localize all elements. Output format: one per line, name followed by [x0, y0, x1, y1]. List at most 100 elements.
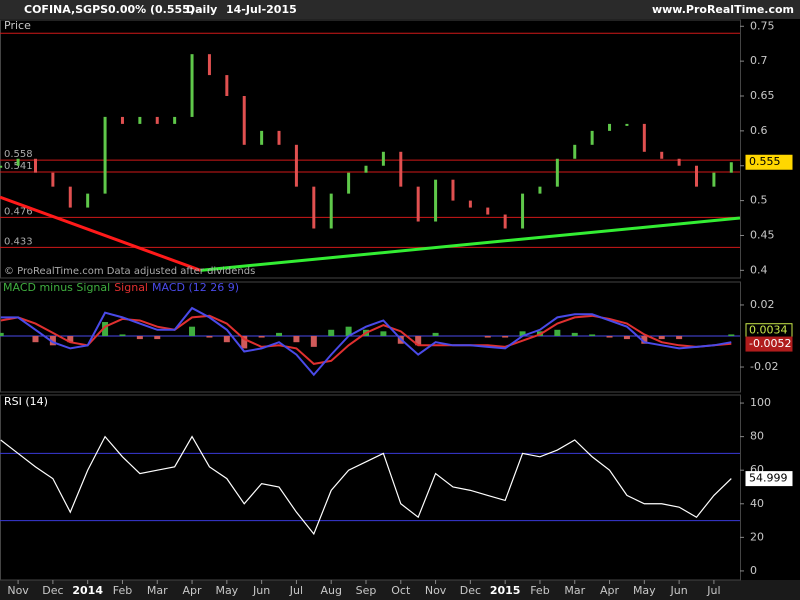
histogram-bar	[67, 335, 74, 343]
y-tick-label: 0.7	[750, 54, 768, 67]
x-tick-label: Feb	[113, 584, 132, 597]
histogram-bar	[119, 334, 126, 336]
histogram-bar	[415, 335, 422, 346]
histogram-bar	[554, 329, 561, 336]
site: www.ProRealTime.com	[652, 3, 794, 16]
level-label: 0.541	[4, 161, 33, 172]
trend-line	[0, 195, 201, 272]
x-tick-label: Jun	[670, 584, 688, 597]
panel-frame	[0, 394, 741, 581]
histogram-bar	[258, 335, 265, 338]
x-tick-label: Nov	[7, 584, 29, 597]
macd-line	[0, 306, 732, 377]
histogram-bar	[49, 335, 56, 346]
histogram-bar	[102, 322, 109, 336]
histogram-bar	[502, 335, 509, 338]
last-value: 54.999	[749, 472, 788, 485]
histogram-bar	[658, 335, 665, 340]
histogram-bar	[641, 335, 648, 344]
y-tick-label: 0	[750, 564, 757, 577]
histogram-bar	[380, 331, 387, 336]
x-tick-label: Nov	[425, 584, 447, 597]
note: © ProRealTime.com Data adjusted after di…	[4, 266, 255, 277]
symbol: COFINA,SGPS	[24, 3, 108, 16]
histogram-bar	[606, 335, 613, 338]
x-tick-label: Mar	[147, 584, 168, 597]
histogram-bar	[571, 332, 578, 336]
x-tick-label: Jul	[289, 584, 303, 597]
y-tick-label: -0.02	[750, 360, 778, 373]
histogram-bar	[223, 335, 230, 343]
histogram-bar	[519, 331, 526, 336]
last-value: -0.0052	[749, 337, 791, 350]
histogram-bar	[32, 335, 39, 343]
x-tick-label: Feb	[530, 584, 549, 597]
histogram-bar	[589, 334, 596, 336]
y-tick-label: 0.02	[750, 298, 775, 311]
histogram-bar	[293, 335, 300, 343]
x-tick-label: Dec	[42, 584, 63, 597]
legend-entry: MACD minus Signal	[3, 281, 110, 294]
x-tick-label: 2015	[490, 584, 521, 597]
last-value: 0.0034	[749, 324, 788, 337]
x-tick-label: May	[215, 584, 238, 597]
y-tick-label: 80	[750, 430, 764, 443]
histogram-bar	[136, 335, 143, 340]
histogram-bar	[0, 332, 4, 336]
histogram-bar	[206, 335, 213, 338]
y-tick-label: 0.4	[750, 263, 768, 276]
panel-title: Price	[4, 19, 31, 32]
legend-entry: Signal	[114, 281, 148, 294]
last-value-box	[745, 154, 793, 170]
level-label: 0.558	[4, 149, 33, 160]
change: 0.00% (0.555)	[108, 3, 195, 16]
x-axis-bar	[0, 580, 800, 600]
last-value: 0.555	[749, 155, 781, 168]
y-tick-label: 0.6	[750, 124, 768, 137]
x-tick-label: Jun	[252, 584, 270, 597]
histogram-bar	[328, 329, 335, 336]
x-tick-label: Dec	[460, 584, 481, 597]
level-label: 0.476	[4, 206, 33, 217]
y-tick-label: 0.5	[750, 194, 768, 207]
histogram-bar	[310, 335, 317, 347]
rsi-line	[0, 435, 732, 536]
panel-title: RSI (14)	[4, 395, 48, 408]
last-value-box	[745, 336, 793, 352]
histogram-bar	[484, 335, 491, 338]
y-tick-label: 0.65	[750, 89, 775, 102]
panel-frame	[0, 19, 741, 279]
y-tick-label: 0.45	[750, 228, 775, 241]
histogram-bar	[276, 332, 283, 336]
x-tick-label: Aug	[320, 584, 341, 597]
histogram-bar	[154, 335, 161, 340]
x-tick-label: Apr	[600, 584, 620, 597]
legend-entry: MACD (12 26 9)	[152, 281, 239, 294]
x-tick-label: Jul	[706, 584, 720, 597]
header-bar	[0, 0, 800, 19]
x-tick-label: Apr	[183, 584, 203, 597]
y-tick-label: 20	[750, 530, 764, 543]
trend-line	[200, 216, 741, 272]
histogram-bar	[676, 335, 683, 340]
macd-line	[0, 314, 732, 365]
x-tick-label: Mar	[564, 584, 585, 597]
panel-frame	[0, 281, 741, 393]
x-tick-label: Sep	[356, 584, 377, 597]
period: Daily	[186, 3, 217, 16]
y-tick-label: 100	[750, 396, 771, 409]
level-label: 0.433	[4, 236, 33, 247]
histogram-bar	[345, 326, 352, 336]
last-value-box	[745, 471, 793, 487]
y-tick-label: 0.75	[750, 19, 775, 32]
histogram-bar	[432, 332, 439, 336]
histogram-bar	[241, 335, 248, 349]
histogram-bar	[728, 334, 735, 336]
histogram-bar	[189, 326, 196, 336]
histogram-bar	[623, 335, 630, 340]
x-tick-label: 2014	[72, 584, 103, 597]
date: 14-Jul-2015	[226, 3, 297, 16]
x-tick-label: Oct	[391, 584, 411, 597]
